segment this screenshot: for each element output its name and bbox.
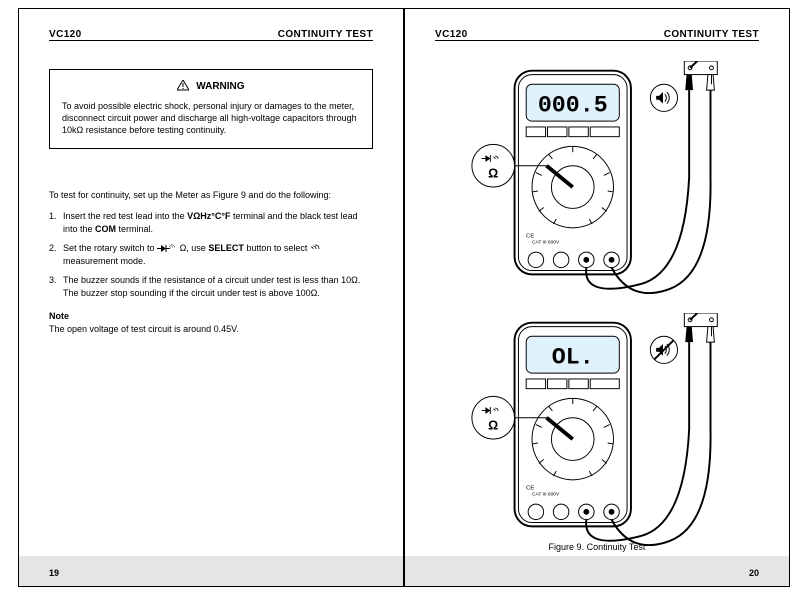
page-number-right: 20 <box>749 568 759 578</box>
warning-text: To avoid possible electric shock, person… <box>62 100 360 136</box>
step1-num: 1. <box>49 210 63 236</box>
page-left: VC120 CONTINUITY TEST WARNING To avoid p… <box>18 8 404 587</box>
multimeter-good-svg: 000.5 Ω CAT III 600V CE <box>435 61 759 294</box>
step3-num: 3. <box>49 274 63 300</box>
note-text: The open voltage of test circuit is arou… <box>49 323 373 336</box>
note-label: Note <box>49 311 69 321</box>
footer-right: 20 <box>405 556 789 586</box>
header-rule-r <box>435 40 759 41</box>
figure-top: 000.5 Ω CAT III 600V CE <box>435 61 759 294</box>
display-good: 000.5 <box>538 92 608 118</box>
step1-term-red: VΩHz°C°F <box>187 211 230 221</box>
svg-text:CE: CE <box>526 234 534 240</box>
warning-box: WARNING To avoid possible electric shock… <box>49 69 373 149</box>
figure-wrap: 000.5 Ω CAT III 600V CE <box>435 61 759 546</box>
brand-label-bot: CAT III 600V <box>532 492 560 498</box>
step2-a: Set the rotary switch to <box>63 243 157 253</box>
figure-caption: Figure 9. Continuity Test <box>405 542 789 552</box>
step2-c: button to select <box>246 243 310 253</box>
warning-heading: WARNING <box>62 80 360 94</box>
header-right: VC120 CONTINUITY TEST <box>435 29 759 41</box>
warning-heading-text: WARNING <box>196 81 244 92</box>
step1-a: Insert the red test lead into the <box>63 211 187 221</box>
warning-icon <box>177 80 189 91</box>
svg-text:CE: CE <box>526 486 534 492</box>
header-title-r: CONTINUITY TEST <box>664 29 759 40</box>
step2-num: 2. <box>49 242 63 268</box>
header-rule <box>49 40 373 41</box>
page-right: VC120 CONTINUITY TEST 000.5 <box>404 8 790 587</box>
brand-label-top: CAT III 600V <box>532 239 560 245</box>
dial-label-top: Ω <box>488 166 498 180</box>
step2-d: measurement mode. <box>63 256 146 266</box>
body-text: To test for continuity, set up the Meter… <box>49 189 373 336</box>
diode-continuity-icon <box>157 244 177 253</box>
step3-text: The buzzer sounds if the resistance of a… <box>63 274 373 300</box>
header-left: VC120 CONTINUITY TEST <box>49 29 373 41</box>
step2-select: SELECT <box>208 243 244 253</box>
display-open: OL. <box>552 345 594 371</box>
step2-b: Ω, use <box>180 243 209 253</box>
step1-term-black: COM <box>95 224 116 234</box>
multimeter-open-svg: OL. Ω CAT III 600V CE <box>435 313 759 546</box>
body-intro: To test for continuity, set up the Meter… <box>49 189 373 202</box>
page-number-left: 19 <box>49 568 59 578</box>
header-model-r: VC120 <box>435 29 468 40</box>
footer-left: 19 <box>19 556 403 586</box>
header-model: VC120 <box>49 29 82 40</box>
continuity-icon <box>310 244 320 253</box>
header-title: CONTINUITY TEST <box>278 29 373 40</box>
step1-c: terminal. <box>119 224 154 234</box>
dial-label-bot: Ω <box>488 419 498 433</box>
figure-bottom: OL. Ω CAT III 600V CE <box>435 313 759 546</box>
